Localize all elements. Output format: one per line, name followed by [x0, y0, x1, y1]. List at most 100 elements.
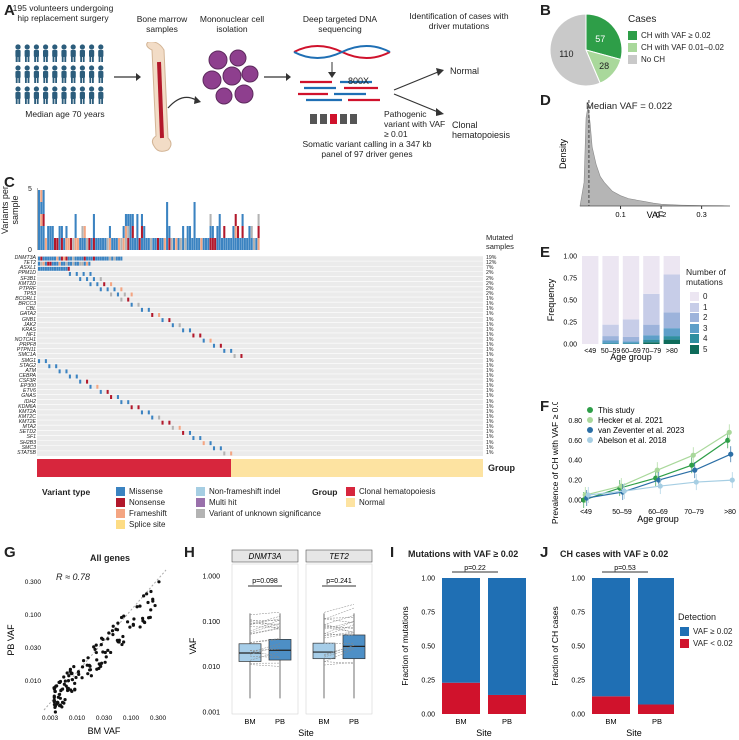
mutation-cell [83, 256, 86, 261]
person-icon [33, 86, 39, 104]
gene-label: PTPN11 [16, 347, 36, 354]
panel-label-g: G [4, 544, 16, 561]
mutation-cell [47, 261, 50, 266]
y-tick-label: 1.00 [571, 576, 585, 583]
mutation-cell [95, 256, 98, 261]
person-icon [52, 65, 58, 83]
mutated-pct: 1% [486, 342, 494, 349]
person-icon [33, 65, 39, 83]
mutation-cell [63, 256, 66, 261]
person-leg [61, 98, 64, 104]
series-point [692, 467, 698, 473]
paired-line [249, 649, 281, 651]
legend-swatch [690, 344, 699, 354]
variant-type-label: Variant of unknown significance [209, 509, 321, 518]
scatter-point [122, 640, 126, 644]
pie-legend: CH with VAF ≥ 0.02 CH with VAF 0.01–0.02… [628, 30, 724, 66]
person-leg [36, 98, 39, 104]
person-leg [55, 56, 57, 62]
variant-count-bar [216, 238, 219, 250]
people-grid [15, 44, 104, 104]
volunteers-text: 195 volunteers undergoing hip replacemen… [12, 3, 114, 23]
curved-arrow-icon [167, 96, 201, 109]
mutation-cell [89, 271, 92, 276]
person-icon [98, 86, 104, 104]
gene-label: SETD2 [19, 429, 36, 436]
person-leg [18, 77, 21, 83]
mutation-cell [127, 297, 130, 302]
person-icon [79, 44, 85, 62]
person-head [24, 86, 30, 92]
variant-count-bar [124, 214, 127, 226]
variant-count-bar [143, 226, 146, 238]
group-legend-label: Normal [359, 498, 385, 507]
x-tick-label: BM [244, 717, 255, 726]
mutated-pct: 1% [486, 372, 494, 379]
x-tick-label: PB [502, 717, 512, 726]
mutation-cell [99, 256, 102, 261]
person-head [61, 44, 67, 50]
person-leg [18, 56, 21, 62]
scatter-point [149, 589, 153, 594]
variant-count-bar [51, 238, 54, 250]
person-leg [52, 56, 55, 62]
scatter-point [100, 636, 104, 640]
mutation-cell [70, 256, 73, 261]
variant-legend-col2: Non-frameshift indel Multi hit [196, 486, 306, 508]
paired-line [249, 643, 281, 653]
mutation-cell [68, 374, 71, 379]
mutated-pct: 1% [486, 393, 494, 400]
mutation-cell [83, 261, 86, 266]
y-tick-label: 0.300 [25, 579, 42, 586]
variant-count-bar [118, 238, 121, 250]
paired-line [249, 622, 281, 625]
person-body [70, 92, 76, 99]
scatter-point [120, 642, 124, 647]
x-axis-label: Site [476, 728, 492, 738]
person-body [89, 71, 95, 78]
scatter-point [94, 643, 98, 647]
scatter-point [89, 674, 93, 678]
scatter-point [58, 704, 62, 708]
mutation-cell [58, 369, 61, 374]
person-head [89, 44, 95, 50]
mutation-cell [161, 318, 164, 323]
person-leg [82, 77, 85, 83]
mutation-cell [40, 261, 43, 266]
y-axis-label: Fraction of CH cases [550, 606, 560, 685]
legend-swatch [690, 313, 699, 323]
y-tick-label: 0.010 [25, 678, 42, 685]
scatter-point [63, 679, 67, 683]
mutation-cell [106, 287, 109, 292]
series-point [726, 429, 732, 435]
scatter-point [88, 668, 92, 672]
paired-line [249, 638, 281, 643]
y-tick-label: 0.25 [421, 678, 435, 685]
mutation-cell [104, 256, 107, 261]
scatter-point [60, 700, 65, 704]
scatter-point [106, 637, 110, 641]
person-leg [15, 77, 18, 83]
scatter-point [55, 684, 59, 688]
variant-count-bar [60, 238, 63, 250]
variant-count-bar [207, 238, 210, 250]
mutation-cell [137, 405, 140, 410]
variant-count-bar [74, 226, 77, 238]
person-body [89, 50, 95, 57]
identification-text: Identification of cases with driver muta… [409, 11, 509, 31]
y-axis-label: Density [558, 138, 568, 169]
mutation-cell [202, 441, 205, 446]
variant-count-bar [204, 238, 208, 250]
person-head [89, 65, 95, 71]
person-icon [79, 86, 85, 104]
stacked-bar-segment [622, 336, 640, 342]
person-body [43, 92, 49, 99]
mutation-cell [47, 256, 50, 261]
variant-count-bar [111, 238, 114, 250]
legend-swatch [690, 302, 699, 312]
pathogenic-text: Pathogenic variant with VAF ≥ 0.01 [384, 109, 446, 139]
pie-value-label: 110 [559, 49, 573, 59]
gene-label: ATM [25, 367, 36, 374]
gene-label: JAK2 [23, 321, 36, 328]
scatter-point [64, 684, 68, 688]
